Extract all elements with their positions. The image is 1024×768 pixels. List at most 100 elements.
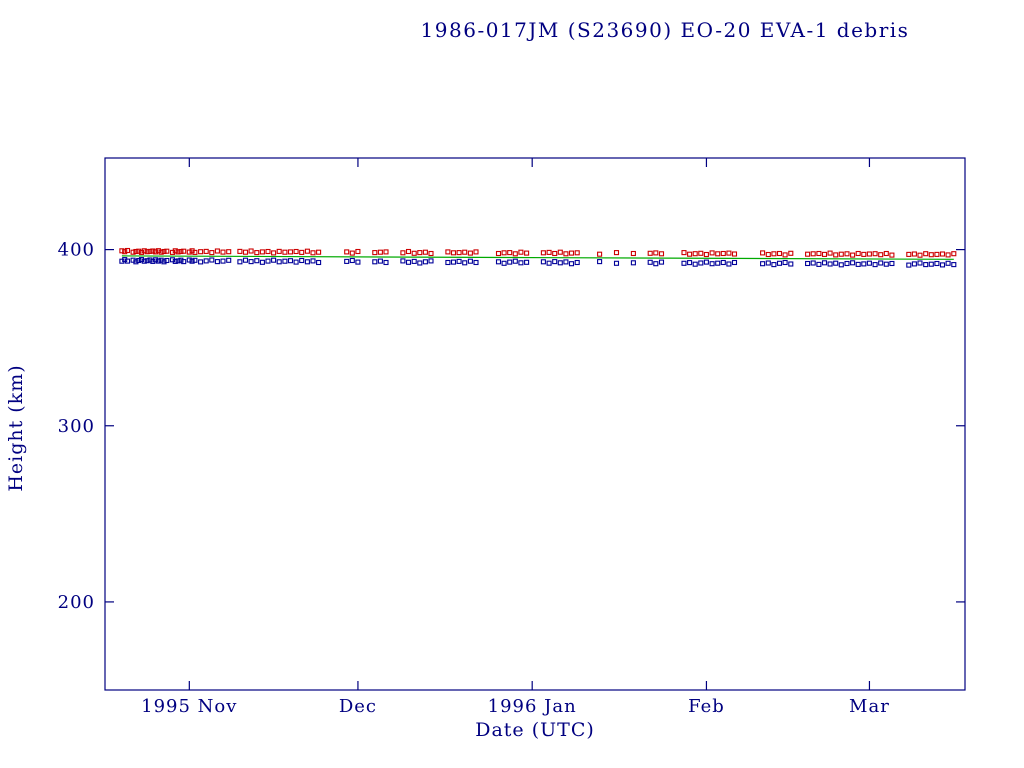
perigee-height-point <box>709 261 715 267</box>
perigee-height-point <box>776 260 783 266</box>
perigee-height-point <box>220 258 226 264</box>
apogee-height-point <box>150 248 156 254</box>
perigee-height-point <box>782 259 788 266</box>
perigee-height-point <box>282 258 288 264</box>
apogee-height-point <box>130 249 136 255</box>
perigee-height-point <box>827 261 833 267</box>
apogee-height-point <box>850 252 856 258</box>
apogee-height-point <box>220 249 226 255</box>
apogee-height-point <box>349 250 355 256</box>
perigee-height-point <box>405 259 412 265</box>
x-tick-label: Mar <box>849 696 890 717</box>
perigee-height-point <box>574 259 580 266</box>
apogee-height-point <box>175 249 181 255</box>
x-axis-label: Date (UTC) <box>475 719 595 741</box>
apogee-height-point <box>144 249 150 255</box>
apogee-height-point <box>293 248 299 255</box>
apogee-height-point <box>271 250 277 256</box>
apogee-height-point <box>164 248 170 254</box>
perigee-height-point <box>186 257 192 263</box>
perigee-height-point <box>198 259 204 265</box>
perigee-height-point <box>355 259 361 265</box>
apogee-height-point <box>928 252 934 258</box>
apogee-height-point <box>122 249 128 255</box>
perigee-height-point <box>161 259 167 265</box>
apogee-height-point <box>709 250 715 256</box>
apogee-height-point <box>136 248 142 254</box>
apogee-height-point <box>304 248 310 254</box>
apogee-height-point <box>653 250 659 256</box>
apogee-height-point <box>776 250 783 257</box>
apogee-height-point <box>287 249 294 255</box>
apogee-height-point <box>445 249 451 255</box>
apogee-height-point <box>687 251 693 257</box>
perigee-height-point <box>524 259 530 265</box>
perigee-height-point <box>254 258 260 264</box>
perigee-height-point <box>147 257 153 263</box>
apogee-height-point <box>495 250 502 257</box>
apogee-height-point <box>945 252 951 258</box>
chart-title: 1986-017JM (S23690) EO-20 EVA-1 debris <box>420 18 910 42</box>
perigee-height-point <box>720 259 726 266</box>
apogee-height-point <box>658 251 665 257</box>
perigee-height-point <box>692 261 698 267</box>
perigee-height-point <box>136 257 142 264</box>
perigee-height-point <box>456 258 462 264</box>
apogee-height-point <box>838 251 844 257</box>
y-tick-label: 400 <box>58 240 95 261</box>
apogee-height-point <box>501 250 507 256</box>
perigee-height-point <box>144 258 150 264</box>
apogee-height-point <box>557 249 563 255</box>
perigee-height-point <box>495 259 502 265</box>
apogee-height-point <box>405 248 412 255</box>
x-tick-label: Feb <box>688 696 725 717</box>
perigee-height-point <box>181 259 187 265</box>
perigee-height-point <box>411 258 417 264</box>
plot-frame <box>104 157 966 691</box>
perigee-height-point <box>731 259 738 266</box>
perigee-height-point <box>178 257 184 263</box>
perigee-height-point <box>276 259 282 265</box>
apogee-height-point <box>726 250 732 256</box>
perigee-height-point <box>939 262 946 268</box>
apogee-height-point <box>540 250 546 256</box>
y-tick-label: 300 <box>58 416 95 437</box>
perigee-height-point <box>771 262 777 268</box>
apogee-height-point <box>692 251 698 257</box>
apogee-height-point <box>372 250 378 256</box>
apogee-height-point <box>630 250 636 257</box>
perigee-height-point <box>552 259 558 265</box>
perigee-height-point <box>214 259 220 265</box>
perigee-height-point <box>192 257 198 263</box>
apogee-height-point <box>411 250 417 256</box>
apogee-height-point <box>647 250 653 256</box>
perigee-height-point <box>265 258 271 264</box>
perigee-height-point <box>417 260 423 266</box>
apogee-height-point <box>524 250 530 256</box>
apogee-height-point <box>906 251 912 257</box>
apogee-height-point <box>299 249 305 255</box>
y-tick-label: 200 <box>58 592 95 613</box>
apogee-height-point <box>934 251 940 257</box>
apogee-height-point <box>119 248 125 254</box>
apogee-height-point <box>462 249 468 255</box>
apogee-height-point <box>158 249 164 255</box>
perigee-height-point <box>287 258 294 264</box>
apogee-height-point <box>911 251 917 257</box>
perigee-height-point <box>788 261 794 267</box>
apogee-height-point <box>186 249 192 255</box>
perigee-height-point <box>906 262 912 268</box>
perigee-height-point <box>816 261 822 267</box>
perigee-height-point <box>512 258 518 264</box>
perigee-height-point <box>310 258 316 264</box>
apogee-height-point <box>203 248 209 254</box>
apogee-height-point <box>833 252 839 258</box>
perigee-height-point <box>883 261 889 267</box>
perigee-height-point <box>703 259 709 265</box>
apogee-height-point <box>192 249 198 255</box>
apogee-height-point <box>878 252 884 258</box>
apogee-height-point <box>810 251 816 257</box>
apogee-height-point <box>161 248 167 255</box>
apogee-height-point <box>760 250 766 256</box>
